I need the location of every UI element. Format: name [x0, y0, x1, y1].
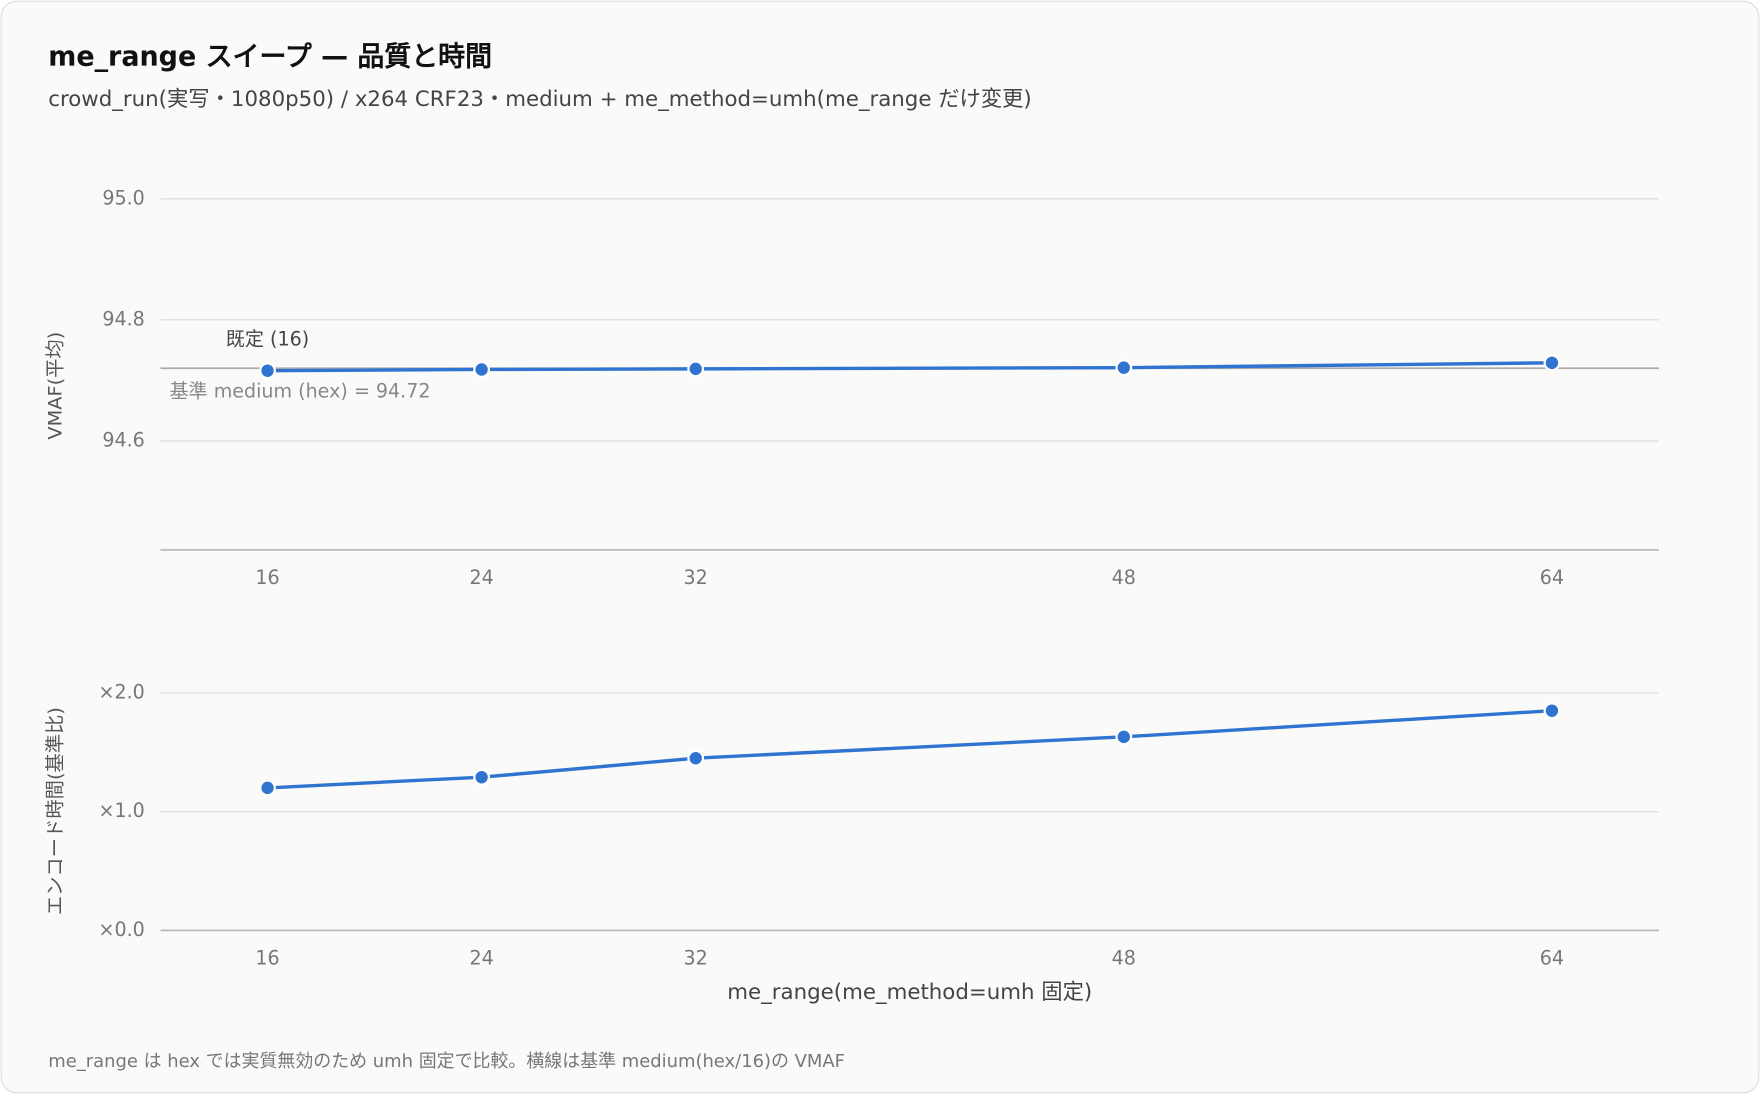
y-axis-label: エンコード時間(基準比) — [44, 707, 67, 915]
x-tick-label: 48 — [1112, 946, 1136, 969]
annotation: 既定 (16) — [226, 327, 309, 350]
y-tick-label: ×1.0 — [98, 799, 144, 822]
data-point — [687, 749, 705, 767]
data-point — [1543, 354, 1561, 372]
x-tick-label: 16 — [255, 946, 279, 969]
y-tick-label: 94.6 — [102, 428, 144, 451]
footnote: me_range は hex では実質無効のため umh 固定で比較。横線は基準… — [48, 1051, 845, 1072]
x-tick-label: 24 — [469, 566, 493, 589]
x-tick-label: 48 — [1112, 566, 1136, 589]
x-tick-label: 32 — [684, 566, 708, 589]
data-point — [687, 360, 705, 378]
x-tick-label: 32 — [684, 946, 708, 969]
data-point — [1543, 702, 1561, 720]
y-tick-label: ×2.0 — [98, 680, 144, 703]
x-tick-label: 64 — [1540, 946, 1564, 969]
data-point — [259, 362, 276, 380]
data-point — [473, 360, 491, 379]
x-axis-label: me_range(me_method=umh 固定) — [727, 980, 1092, 1005]
x-tick-label: 24 — [469, 946, 493, 969]
baseline-label: 基準 medium (hex) = 94.72 — [169, 380, 430, 403]
title: me_range スイープ — 品質と時間 — [48, 41, 492, 72]
x-tick-label: 64 — [1540, 566, 1564, 589]
y-tick-label: 95.0 — [102, 186, 144, 209]
y-tick-label: ×0.0 — [98, 918, 144, 941]
data-point — [1115, 728, 1133, 746]
y-tick-label: 94.8 — [102, 307, 144, 330]
data-point — [473, 768, 491, 786]
x-tick-label: 16 — [255, 566, 279, 589]
subtitle: crowd_run(実写・1080p50) / x264 CRF23・mediu… — [48, 87, 1031, 112]
data-point — [1115, 359, 1133, 377]
y-axis-label: VMAF(平均) — [44, 332, 67, 440]
data-point — [259, 779, 276, 797]
